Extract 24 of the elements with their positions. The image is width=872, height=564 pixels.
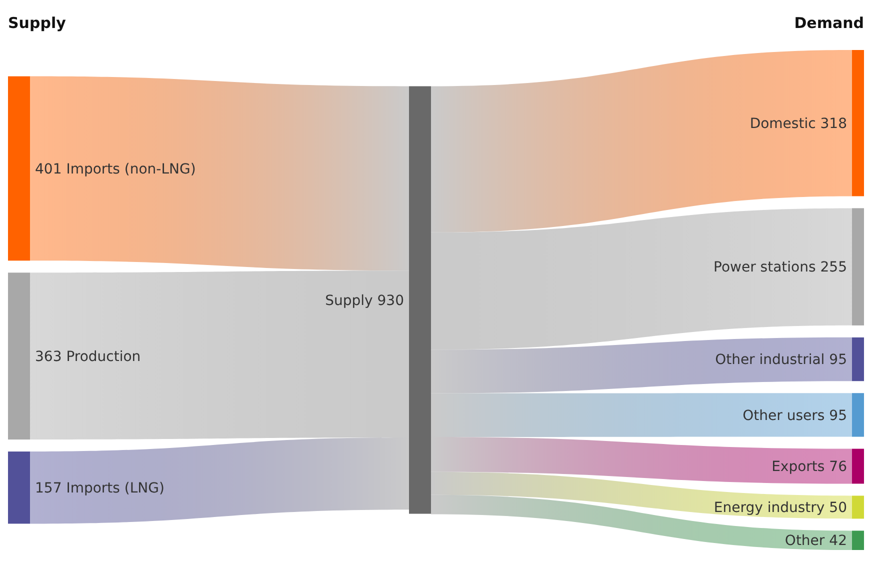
category-label: Other users	[742, 408, 825, 424]
data-label: 318	[820, 116, 847, 132]
data-label: 255	[820, 260, 847, 276]
category-label: Domestic	[750, 116, 816, 132]
category-label: Supply	[325, 292, 373, 309]
category-label: Power stations	[714, 260, 816, 276]
text: Supply	[8, 14, 66, 32]
category-label: Production	[66, 348, 141, 365]
data-label: 930	[377, 292, 404, 309]
data-label: 401	[35, 161, 62, 178]
category-label: Imports (non-LNG)	[66, 161, 196, 178]
data-label: 363	[35, 348, 62, 365]
data-label: 50	[829, 500, 847, 516]
category-label: Imports (LNG)	[66, 480, 164, 497]
data-label: 42	[829, 533, 847, 550]
category-label: Exports	[772, 459, 825, 476]
category-label: Other	[784, 533, 825, 550]
data-label: 157	[35, 480, 62, 497]
data-label: 76	[829, 459, 848, 476]
category-label: Other industrial	[715, 352, 825, 368]
data-label: 95	[829, 352, 847, 368]
category-label: Energy industry	[714, 500, 825, 516]
data-label: 95	[829, 408, 847, 424]
series-label: Demand	[794, 14, 864, 32]
